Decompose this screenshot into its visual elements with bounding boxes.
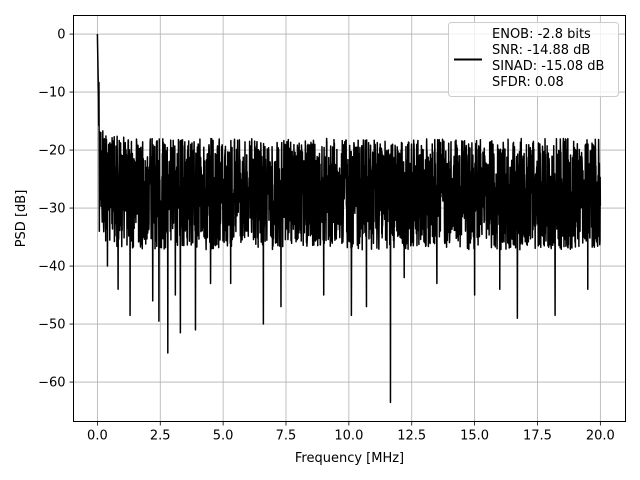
x-tick-label: 20.0 [586,429,615,444]
x-axis-label: Frequency [MHz] [295,451,404,466]
plot-frame [73,15,626,422]
y-tick-label: 0 [57,28,65,43]
y-tick-label: −10 [38,86,65,101]
x-tick-label: 15.0 [460,429,489,444]
y-tick-label: −50 [38,318,65,333]
y-tick-label: −40 [38,260,65,275]
y-tick-label: −60 [38,376,65,391]
ticks: 0.0 2.5 5.0 7.5 10.0 12.5 15.0 17.5 20.0 0 −10 −20 −… [38,28,615,444]
data-layer [96,34,602,404]
x-tick-label: 5.0 [213,429,234,444]
y-tick-label: −30 [38,202,65,217]
legend: ENOB: -2.8 bits SNR: -14.88 dB SINAD: -1… [448,22,619,97]
y-tick-label: −20 [38,144,65,159]
psd-series-line [96,34,602,404]
x-tick-label: 10.0 [334,429,363,444]
legend-entry-snr: SNR: -14.88 dB [492,43,590,58]
x-tick-label: 0.0 [87,429,108,444]
x-tick-label: 12.5 [397,429,426,444]
x-tick-label: 17.5 [523,429,552,444]
legend-entry-sfdr: SFDR: 0.08 [492,75,564,90]
legend-box [448,22,619,97]
x-tick-label: 7.5 [276,429,297,444]
legend-entry-enob: ENOB: -2.8 bits [492,27,591,42]
legend-entry-sinad: SINAD: -15.08 dB [492,59,604,74]
y-axis-label: PSD [dB] [14,190,29,248]
x-tick-label: 2.5 [150,429,171,444]
